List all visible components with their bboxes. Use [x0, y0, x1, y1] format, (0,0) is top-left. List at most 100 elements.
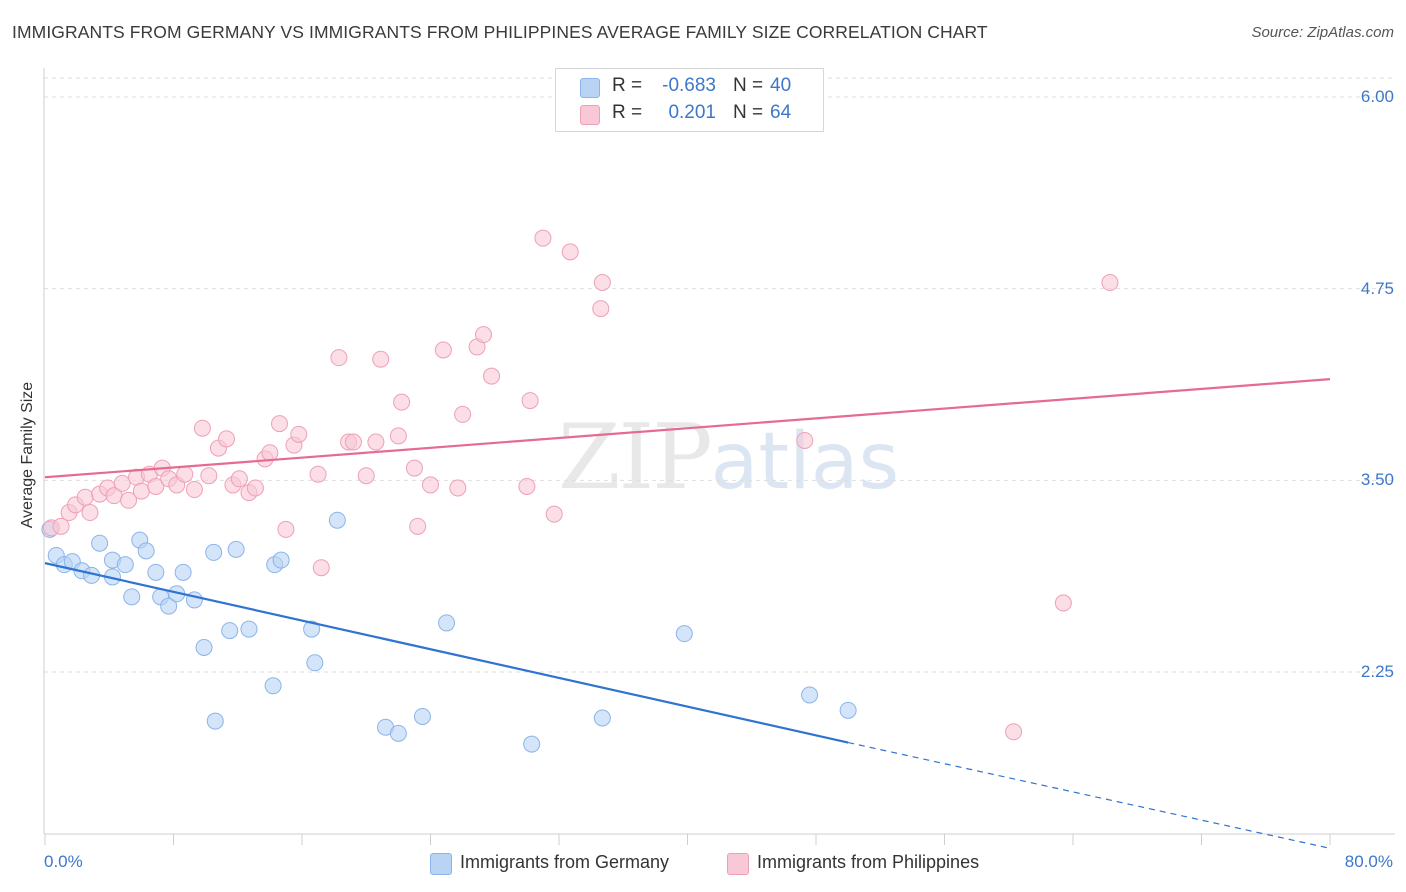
- philippines-point: [193, 419, 211, 437]
- germany-point: [839, 701, 857, 719]
- philippines-point: [1005, 723, 1023, 741]
- philippines-point: [344, 433, 362, 451]
- n-label: N =: [733, 102, 764, 123]
- philippines-point: [290, 425, 308, 443]
- germany-point: [303, 620, 321, 638]
- source-label: Source: ZipAtlas.com: [1251, 24, 1394, 41]
- philippines-point: [176, 465, 194, 483]
- philippines-point: [518, 477, 536, 495]
- philippines-point: [357, 467, 375, 485]
- philippines-legend-label: Immigrants from Philippines: [757, 852, 980, 872]
- germany-point: [147, 563, 165, 581]
- philippines-point: [52, 517, 70, 535]
- philippines-legend-swatch: [727, 853, 749, 875]
- philippines-point: [76, 488, 94, 506]
- germany-legend-label: Immigrants from Germany: [460, 852, 670, 872]
- philippines-point: [218, 430, 236, 448]
- philippines-point: [120, 491, 138, 509]
- germany-point: [221, 622, 239, 640]
- philippines-point: [483, 367, 501, 385]
- germany-point: [240, 620, 258, 638]
- watermark: ZIPatlas: [558, 405, 899, 510]
- germany-point: [272, 551, 290, 569]
- y-axis-label: Average Family Size: [19, 381, 36, 529]
- philippines-point: [81, 504, 99, 522]
- philippines-point: [271, 415, 289, 433]
- y-tick-label: 4.75: [1360, 278, 1394, 298]
- germany-point: [523, 735, 541, 753]
- y-tick-label: 6.00: [1360, 87, 1394, 106]
- germany-point: [593, 709, 611, 727]
- germany-point: [675, 625, 693, 643]
- r-label: R =: [612, 75, 643, 96]
- n-value: 64: [770, 102, 792, 123]
- philippines-point: [312, 559, 330, 577]
- germany-point: [205, 543, 223, 561]
- r-value: -0.683: [662, 75, 716, 96]
- r-value: 0.201: [668, 102, 716, 123]
- germany-point: [389, 724, 407, 742]
- germany-point: [160, 597, 178, 615]
- correlation-legend: R = -0.683 N = 40 R = 0.201 N = 64: [555, 68, 824, 132]
- philippines-point: [796, 431, 814, 449]
- philippines-point: [434, 341, 452, 359]
- philippines-point: [521, 392, 539, 410]
- germany-point: [801, 686, 819, 704]
- germany-point: [91, 534, 109, 552]
- philippines-point: [147, 477, 165, 495]
- philippines-point: [113, 474, 131, 492]
- philippines-point: [422, 476, 439, 494]
- philippines-point: [372, 350, 390, 368]
- philippines-point: [405, 459, 423, 477]
- germany-point: [438, 614, 456, 632]
- watermark-zip: ZIP: [558, 405, 713, 510]
- philippines-point: [592, 300, 610, 318]
- germany-point: [413, 707, 431, 725]
- y-tick-label: 2.25: [1360, 662, 1394, 681]
- philippines-point: [132, 482, 150, 500]
- germany-point: [328, 511, 346, 529]
- philippines-swatch: [580, 105, 600, 125]
- germany-point: [123, 588, 141, 606]
- philippines-point: [277, 520, 295, 538]
- philippines-trend-line: [44, 378, 1331, 479]
- germany-legend-swatch: [430, 853, 452, 875]
- n-value: 40: [770, 75, 792, 96]
- philippines-point: [330, 349, 348, 367]
- philippines-point: [261, 444, 279, 462]
- y-tick-label: 3.50: [1360, 470, 1394, 490]
- philippines-point: [246, 479, 264, 497]
- philippines-point: [545, 505, 563, 523]
- germany-point: [116, 556, 134, 574]
- germany-trend-extension: [847, 741, 1331, 849]
- philippines-point: [454, 405, 472, 423]
- philippines-point: [409, 517, 427, 535]
- germany-point: [174, 563, 192, 581]
- philippines-point: [1101, 274, 1119, 292]
- philippines-point: [185, 481, 203, 499]
- germany-point: [227, 540, 245, 558]
- germany-point: [264, 677, 282, 695]
- philippines-point: [309, 465, 327, 483]
- philippines-point: [230, 470, 248, 488]
- germany-point: [137, 542, 155, 560]
- philippines-point: [475, 326, 493, 344]
- germany-trend-line: [44, 562, 849, 744]
- philippines-point: [367, 433, 385, 451]
- chart-title: IMMIGRANTS FROM GERMANY VS IMMIGRANTS FR…: [12, 22, 988, 42]
- germany-point: [306, 654, 324, 672]
- philippines-point: [1054, 594, 1072, 612]
- philippines-point: [449, 479, 467, 497]
- philippines-point: [593, 274, 611, 292]
- germany-point: [195, 638, 213, 656]
- philippines-point: [393, 393, 411, 411]
- germany-point: [206, 712, 224, 730]
- philippines-point: [200, 467, 218, 485]
- x-tick-label-max: 80.0%: [1344, 852, 1393, 871]
- philippines-point: [534, 229, 552, 247]
- philippines-point: [389, 427, 407, 445]
- x-tick-label-min: 0.0%: [44, 852, 83, 871]
- germany-swatch: [580, 78, 600, 98]
- philippines-point: [561, 243, 579, 261]
